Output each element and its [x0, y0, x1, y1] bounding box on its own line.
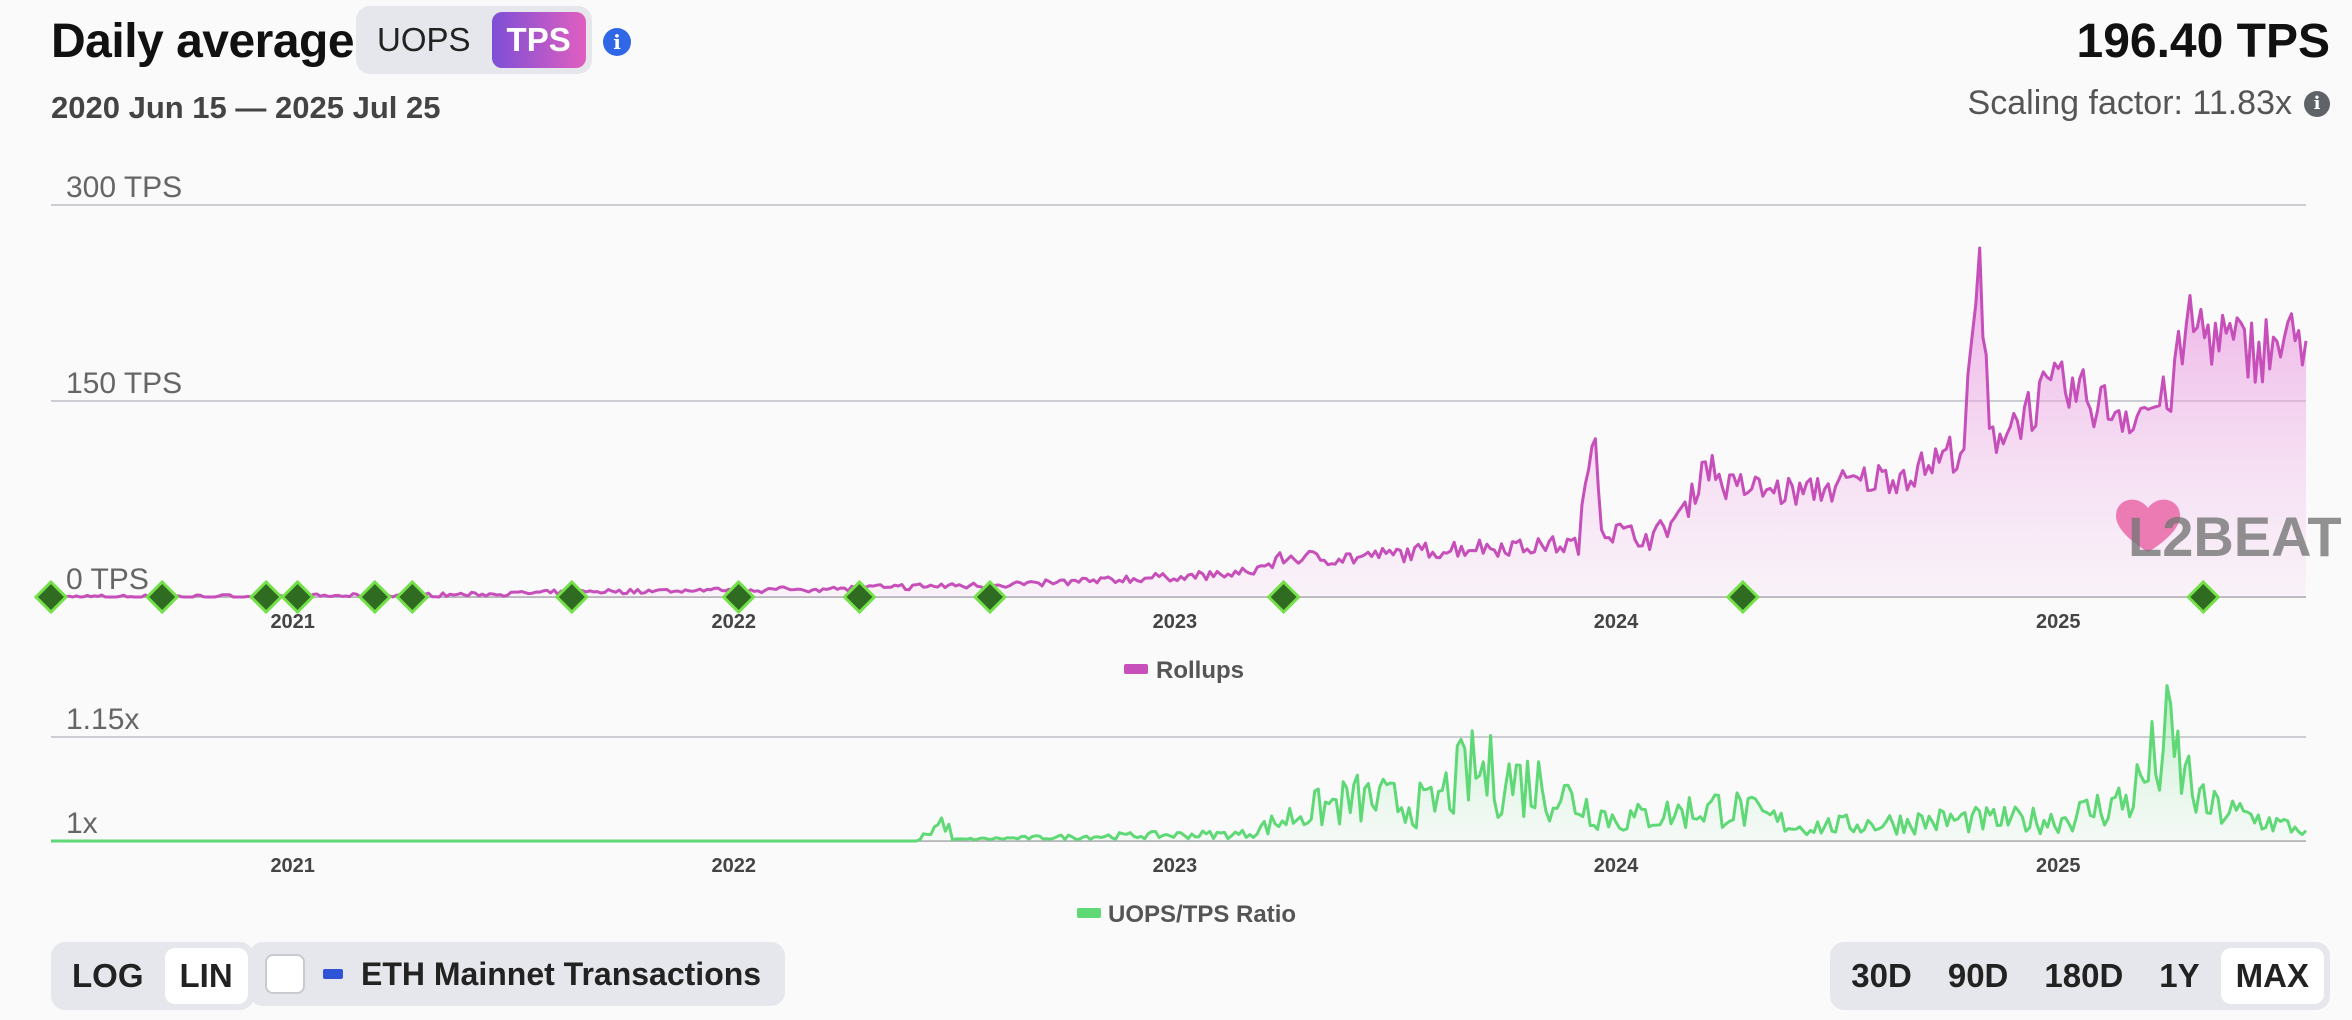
- event-marker[interactable]: [1266, 579, 1301, 615]
- range-max-button[interactable]: MAX: [2220, 948, 2324, 1004]
- series-line: [51, 684, 2308, 843]
- scaling-factor-label: Scaling factor: 11.83x: [1967, 84, 2292, 122]
- ratio-legend-label: UOPS/TPS Ratio: [1108, 901, 1296, 928]
- y-tick-label: 150 TPS: [66, 367, 182, 400]
- event-marker[interactable]: [721, 579, 756, 615]
- tps-toggle-button[interactable]: TPS: [491, 12, 586, 68]
- rollups-legend-label: Rollups: [1156, 657, 1244, 684]
- top-x-axis: 2021 2022 2023 2024 2025: [270, 611, 2080, 633]
- bottom-y-labels: 1.15x 1x: [66, 703, 139, 840]
- event-marker[interactable]: [145, 579, 180, 615]
- x-tick-label: 2023: [1153, 611, 1198, 633]
- uops-toggle-button[interactable]: UOPS: [377, 21, 471, 58]
- y-tick-label: 0 TPS: [66, 563, 149, 596]
- ratio-legend-swatch: [1077, 908, 1101, 918]
- date-range: 2020 Jun 15 — 2025 Jul 25: [51, 90, 441, 125]
- info-icon[interactable]: i: [603, 28, 631, 56]
- series-area-fill: [51, 685, 2306, 841]
- stat-value: 196.40 TPS: [2076, 15, 2331, 68]
- y-tick-label: 300 TPS: [66, 171, 182, 204]
- bottom-x-axis: 2021 2022 2023 2024 2025: [270, 855, 2080, 877]
- range-1y-button[interactable]: 1Y: [2159, 957, 2200, 994]
- chart-title: Daily average: [51, 15, 355, 68]
- ratio-legend: UOPS/TPS Ratio: [1077, 901, 1296, 928]
- x-tick-label: 2022: [712, 611, 757, 633]
- event-marker[interactable]: [33, 579, 69, 615]
- rollups-legend: Rollups: [1124, 657, 1244, 684]
- x-tick-label: 2024: [1594, 611, 1639, 633]
- series-line: [50, 246, 2308, 599]
- l2beat-logo: L2BEAT: [2116, 499, 2342, 568]
- x-tick-label: 2023: [1153, 855, 1198, 877]
- x-tick-label: 2025: [2036, 855, 2081, 877]
- metric-toggle: UOPS TPS: [356, 6, 592, 74]
- range-90d-button[interactable]: 90D: [1947, 957, 2009, 994]
- scaling-factor: Scaling factor: 11.83x i: [1968, 84, 2330, 123]
- eth-mainnet-swatch: [323, 969, 343, 979]
- event-marker[interactable]: [395, 579, 430, 615]
- x-tick-label: 2021: [270, 611, 315, 633]
- range-180d-button[interactable]: 180D: [2044, 957, 2124, 994]
- range-30d-button[interactable]: 30D: [1851, 957, 1912, 994]
- ratio-series: [51, 684, 2308, 843]
- event-markers: [33, 579, 2221, 615]
- top-y-labels: 300 TPS 150 TPS 0 TPS: [66, 171, 182, 596]
- event-marker[interactable]: [842, 579, 877, 615]
- eth-mainnet-label: ETH Mainnet Transactions: [361, 955, 762, 992]
- series-area-fill: [51, 248, 2306, 597]
- x-tick-label: 2021: [270, 855, 315, 877]
- log-button[interactable]: LOG: [72, 957, 144, 994]
- rollups-series: [50, 246, 2308, 599]
- watermark-text: L2BEAT: [2128, 505, 2342, 568]
- x-tick-label: 2022: [712, 855, 757, 877]
- lin-button[interactable]: LIN: [164, 948, 248, 1004]
- event-marker[interactable]: [1725, 579, 1760, 615]
- event-marker[interactable]: [972, 579, 1008, 615]
- event-marker[interactable]: [248, 579, 284, 615]
- rollups-legend-swatch: [1124, 664, 1148, 674]
- y-tick-label: 1x: [66, 807, 98, 840]
- eth-mainnet-checkbox[interactable]: [265, 954, 305, 994]
- y-tick-label: 1.15x: [66, 703, 139, 736]
- scale-toggle: LOG LIN: [51, 942, 254, 1010]
- event-marker[interactable]: [554, 579, 589, 615]
- eth-mainnet-toggle[interactable]: ETH Mainnet Transactions: [249, 942, 786, 1006]
- event-marker[interactable]: [280, 579, 315, 615]
- x-tick-label: 2024: [1594, 855, 1639, 877]
- event-marker[interactable]: [357, 579, 392, 615]
- scaling-info-icon[interactable]: i: [2304, 90, 2330, 117]
- range-selector: 30D 90D 180D 1Y MAX: [1830, 942, 2330, 1010]
- x-tick-label: 2025: [2036, 611, 2081, 633]
- event-marker[interactable]: [2186, 579, 2221, 615]
